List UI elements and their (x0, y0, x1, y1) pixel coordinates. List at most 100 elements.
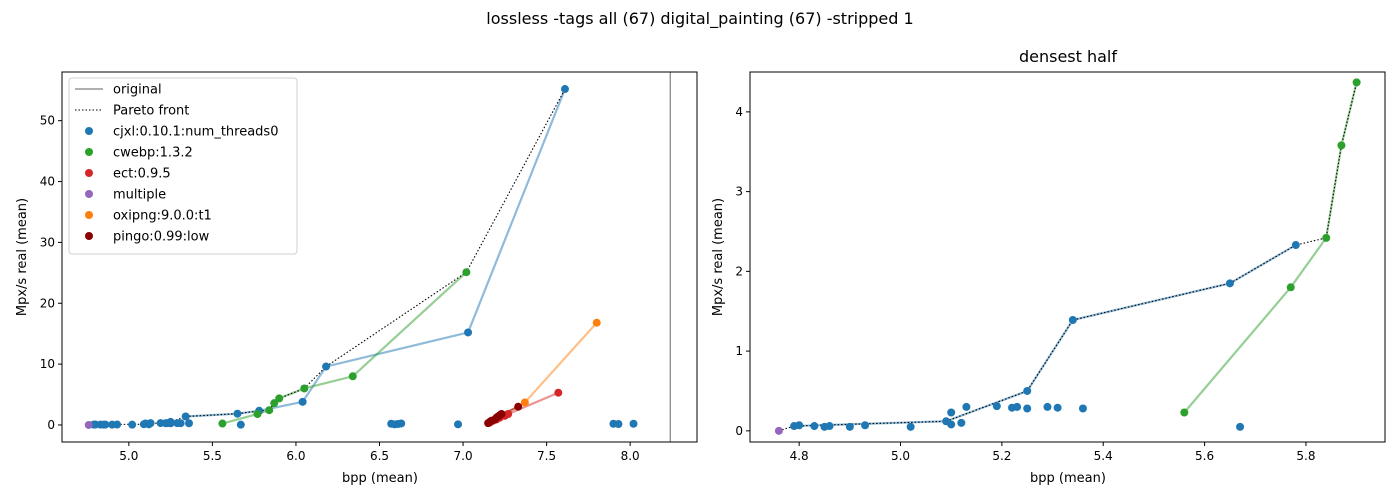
legend-label: multiple (113, 188, 166, 203)
data-point (957, 418, 966, 427)
right-axes-frame (749, 71, 1386, 443)
data-point (861, 421, 870, 430)
data-point (1352, 78, 1361, 87)
data-point (1337, 141, 1346, 150)
data-point (795, 421, 804, 430)
data-point (1078, 404, 1087, 413)
data-point (146, 419, 155, 428)
y-tick-label: 30 (40, 235, 55, 249)
legend-swatch (85, 148, 93, 156)
figure-title: lossless -tags all (67) digital_painting… (486, 9, 913, 29)
left-plot-data (84, 72, 671, 442)
data-point (101, 420, 110, 429)
legend-swatch (85, 190, 93, 198)
data-point (1291, 241, 1300, 250)
x-tick-label: 6.0 (286, 449, 305, 463)
series-line (487, 321, 598, 424)
data-point (181, 412, 190, 421)
series-line (222, 271, 468, 425)
legend-label: cwebp:1.3.2 (113, 146, 193, 161)
y-tick-label: 2 (735, 264, 743, 278)
data-point (906, 422, 915, 431)
right-chart-title: densest half (1019, 47, 1117, 66)
data-point (113, 420, 122, 429)
data-point (1043, 402, 1052, 411)
legend: original Pareto front cjxl:0.10.1:num_thre… (68, 77, 298, 255)
x-tick-label: 8.0 (621, 449, 640, 463)
series-line (1183, 82, 1358, 414)
x-tick-label: 4.8 (790, 449, 809, 463)
data-point (1053, 403, 1062, 412)
data-point (520, 398, 529, 407)
data-point (554, 388, 563, 397)
data-point (300, 384, 309, 393)
legend-label: ect:0.9.5 (113, 167, 171, 182)
data-point (275, 394, 284, 403)
data-point (560, 85, 569, 94)
data-point (1023, 386, 1032, 395)
data-point (1225, 279, 1234, 288)
x-tick-label: 5.8 (1296, 449, 1315, 463)
y-tick-label: 50 (40, 114, 55, 128)
right-chart-xlabel: bpp (mean) (1030, 471, 1106, 486)
x-tick-label: 7.0 (454, 449, 473, 463)
left-chart-ylabel: Mpx/s real (mean) (15, 198, 30, 316)
data-point (514, 402, 523, 411)
x-tick-label: 5.0 (119, 449, 138, 463)
x-tick-label: 5.0 (891, 449, 910, 463)
legend-label: Pareto front (113, 104, 189, 119)
data-point (253, 410, 262, 419)
y-tick-label: 40 (40, 175, 55, 189)
legend-label: cjxl:0.10.1:num_threads0 (113, 125, 278, 140)
y-tick-label: 0 (735, 424, 743, 438)
data-point (166, 417, 175, 426)
data-point (497, 410, 506, 419)
data-point (1180, 408, 1189, 417)
data-point (462, 268, 471, 277)
legend-swatch (85, 232, 93, 240)
data-point (614, 420, 623, 429)
data-point (504, 410, 513, 419)
legend-swatch (85, 169, 93, 177)
data-point (962, 402, 971, 411)
legend-label: pingo:0.99:low (113, 230, 210, 245)
data-point (176, 419, 185, 428)
data-point (348, 372, 357, 381)
x-tick-label: 7.5 (537, 449, 556, 463)
legend-swatch (85, 127, 93, 135)
data-point (397, 419, 406, 428)
data-point (454, 420, 463, 429)
data-point (218, 419, 227, 428)
x-tick-label: 6.5 (370, 449, 389, 463)
left-chart-xlabel: bpp (mean) (342, 471, 418, 486)
pareto-front-line (778, 82, 1358, 432)
left-chart-panel: bpp (mean) Mpx/s real (mean) 5.0 5.5 6.0 6.… (15, 71, 698, 486)
legend-box (68, 77, 298, 255)
legend-swatch (85, 211, 93, 219)
data-point (592, 318, 601, 327)
data-point (629, 419, 638, 428)
right-plot-data (774, 78, 1361, 435)
y-tick-label: 1 (735, 344, 743, 358)
x-tick-label: 5.6 (1195, 449, 1214, 463)
data-point (464, 328, 473, 337)
right-chart-panel: densest half bpp (mean) Mpx/s real (mean… (711, 47, 1386, 486)
y-tick-label: 0 (47, 418, 55, 432)
data-point (992, 402, 1001, 411)
right-chart-ylabel: Mpx/s real (mean) (711, 198, 726, 316)
data-point (1068, 315, 1077, 324)
data-point (1013, 402, 1022, 411)
data-point (947, 408, 956, 417)
legend-label: oxipng:9.0.0:t1 (113, 209, 212, 224)
data-point (1023, 404, 1032, 413)
x-tick-label: 5.2 (992, 449, 1011, 463)
y-tick-label: 3 (735, 185, 743, 199)
data-point (185, 419, 193, 428)
data-point (265, 406, 274, 415)
data-point (1286, 283, 1295, 292)
y-tick-label: 20 (40, 296, 55, 310)
data-point (128, 420, 137, 429)
data-point (1322, 233, 1331, 242)
data-point (1236, 422, 1245, 431)
